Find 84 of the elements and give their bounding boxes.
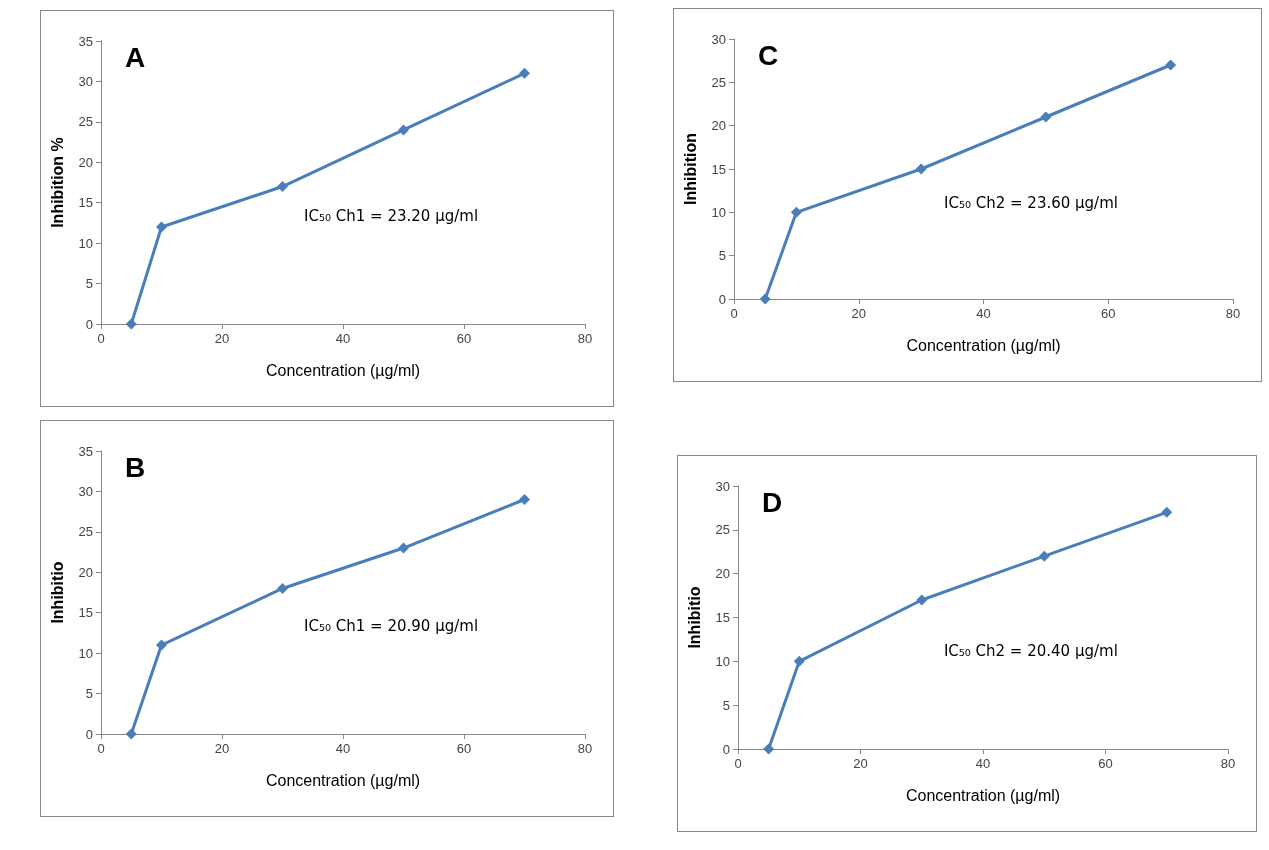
y-tick-label: 30 <box>715 478 730 494</box>
point <box>125 728 137 740</box>
point <box>277 181 288 193</box>
point <box>125 318 137 330</box>
y-tick-label: 25 <box>715 522 730 538</box>
y-tick-label: 35 <box>78 443 93 459</box>
y-tick-label: 10 <box>78 235 93 251</box>
y-tick-label: 35 <box>78 33 93 49</box>
x-tick-label: 80 <box>577 331 593 346</box>
x-tick-label: 40 <box>335 741 351 756</box>
annotation: IC₅₀ Ch2 = 23.60 µg/ml <box>944 193 1118 212</box>
chart-title: C <box>758 39 779 71</box>
y-tick-label: 15 <box>78 195 93 211</box>
y-tick-label: 20 <box>78 564 93 580</box>
point <box>277 582 288 594</box>
y-tick-label: 15 <box>711 161 726 177</box>
x-tick-label: 20 <box>214 331 230 346</box>
y-axis-title: Inhibitio <box>685 586 703 649</box>
y-tick-label: 30 <box>78 73 93 89</box>
point <box>1165 59 1177 71</box>
chart-title: D <box>762 486 783 518</box>
y-tick-label: 25 <box>78 114 93 130</box>
point <box>398 124 409 136</box>
x-tick-label: 20 <box>851 306 866 321</box>
y-tick-label: 25 <box>78 524 93 540</box>
x-axis-title: Concentration (µg/ml) <box>906 336 1061 354</box>
point <box>915 163 927 175</box>
x-axis-title: Concentration (µg/ml) <box>905 786 1061 804</box>
y-tick-label: 5 <box>722 697 730 713</box>
x-axis-title: Concentration (µg/ml) <box>265 361 421 379</box>
x-tick-label: 0 <box>97 741 105 756</box>
annotation: IC₅₀ Ch1 = 20.90 µg/ml <box>304 617 479 635</box>
x-tick-label: 80 <box>1225 306 1241 321</box>
point <box>790 206 802 218</box>
y-axis-title: Inhibition % <box>48 137 66 228</box>
y-tick-label: 15 <box>78 605 93 621</box>
point <box>519 67 530 79</box>
y-tick-label: 20 <box>78 154 93 170</box>
y-tick-label: 0 <box>85 316 93 332</box>
x-tick-label: 80 <box>577 741 593 756</box>
y-tick-label: 25 <box>711 74 726 90</box>
y-tick-label: 5 <box>85 686 93 702</box>
x-tick-label: 80 <box>1220 756 1236 771</box>
x-tick-label: 60 <box>1101 306 1116 321</box>
x-tick-label: 60 <box>456 331 472 346</box>
y-tick-label: 20 <box>715 566 730 582</box>
x-tick-label: 60 <box>456 741 472 756</box>
x-tick-label: 60 <box>1098 756 1113 771</box>
y-tick-label: 15 <box>715 610 730 625</box>
y-tick-label: 5 <box>718 248 726 264</box>
annotation: IC₅₀ Ch2 = 20.40 µg/ml <box>943 642 1118 660</box>
x-tick-label: 40 <box>976 306 991 321</box>
point <box>398 542 409 554</box>
y-tick-label: 10 <box>711 204 726 220</box>
y-tick-label: 20 <box>711 118 726 134</box>
y-axis-title: Inhibitio <box>48 561 66 624</box>
point <box>1038 550 1050 562</box>
point <box>1161 506 1173 518</box>
point <box>1040 111 1052 123</box>
y-tick-label: 30 <box>711 31 726 47</box>
x-tick-label: 20 <box>853 756 868 771</box>
point <box>793 655 805 667</box>
point <box>519 494 530 506</box>
x-tick-label: 40 <box>975 756 991 771</box>
chart-title: B <box>125 451 146 483</box>
x-tick-label: 20 <box>214 741 230 756</box>
point <box>156 221 167 233</box>
point <box>759 293 771 305</box>
y-axis-title: Inhibition <box>681 133 699 205</box>
point <box>916 594 928 606</box>
y-tick-label: 30 <box>78 483 93 499</box>
point <box>156 639 167 651</box>
y-tick-label: 10 <box>715 653 730 669</box>
x-tick-label: 0 <box>734 756 742 771</box>
x-axis-title: Concentration (µg/ml) <box>265 771 421 789</box>
y-tick-label: 10 <box>78 645 93 661</box>
y-tick-label: 5 <box>85 276 93 292</box>
x-tick-label: 40 <box>335 331 351 346</box>
chart-title: A <box>125 41 146 73</box>
y-tick-label: 0 <box>85 726 93 742</box>
annotation: IC₅₀ Ch1 = 23.20 µg/ml <box>304 207 479 225</box>
y-tick-label: 0 <box>718 291 726 307</box>
x-tick-label: 0 <box>97 331 105 346</box>
point <box>763 743 775 755</box>
